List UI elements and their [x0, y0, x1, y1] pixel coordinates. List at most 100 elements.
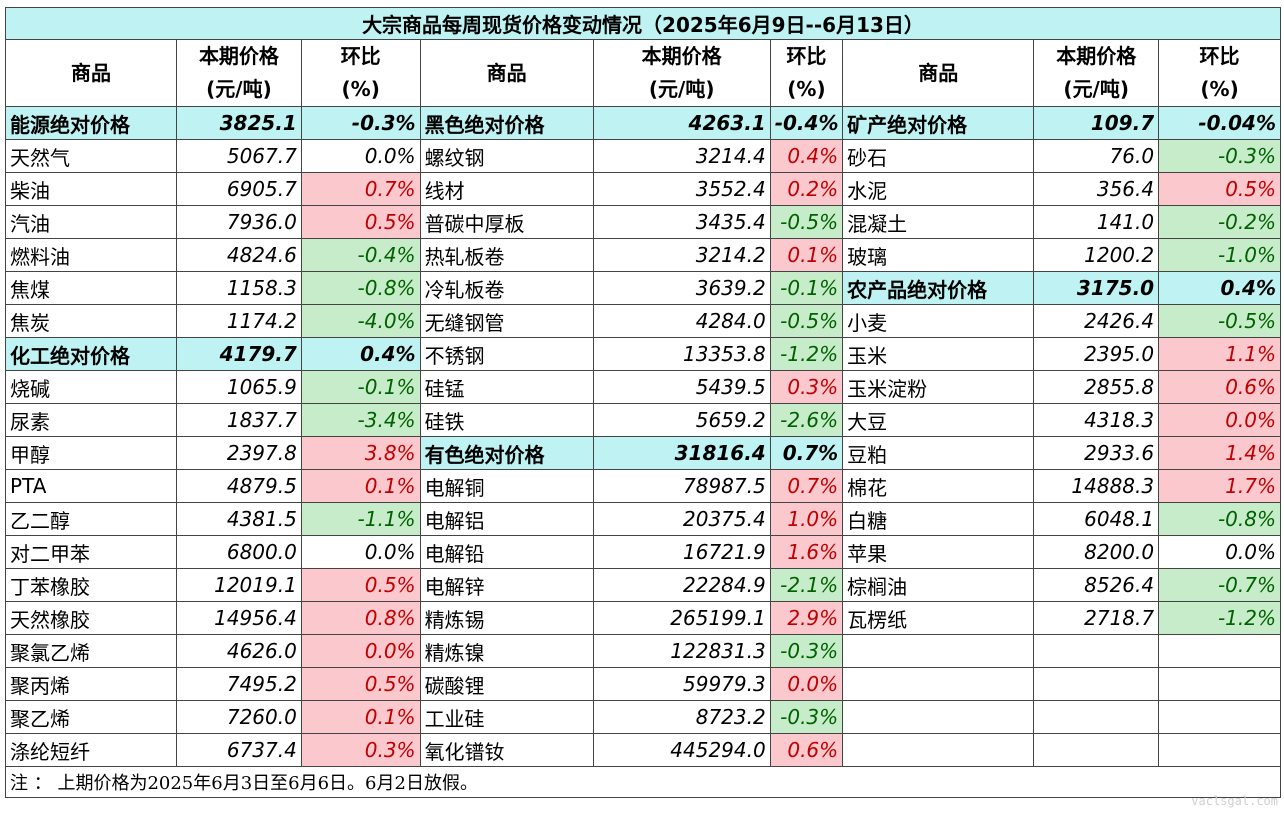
header-price-unit: (元/吨) — [648, 77, 715, 101]
group-name-cell: 矿产绝对价格 — [842, 106, 1035, 140]
product-name-cell: 大豆 — [842, 403, 1035, 437]
product-name-cell: 甲醇 — [4, 436, 178, 470]
product-name-cell: 瓦楞纸 — [842, 601, 1035, 635]
change-cell: -2.6% — [769, 403, 844, 437]
product-name-cell — [842, 667, 1035, 701]
header-price-unit: (元/吨) — [1063, 77, 1130, 101]
header-product-2: 商品 — [419, 39, 594, 107]
price-cell: 445294.0 — [592, 733, 771, 767]
product-name-cell: 丁苯橡胶 — [4, 568, 178, 602]
product-name-cell: 混凝土 — [842, 205, 1035, 239]
price-cell: 4824.6 — [176, 238, 302, 272]
price-cell: 2718.7 — [1033, 601, 1160, 635]
change-cell — [1158, 733, 1281, 767]
table-row: 聚丙烯 7495.2 0.5% 碳酸锂 59979.3 0.0% — [4, 667, 1281, 701]
table-row: 丁苯橡胶 12019.1 0.5% 电解锌 22284.9 -2.1% 棕榈油 8526.4-… — [4, 568, 1281, 602]
product-name-cell: 玉米 — [842, 337, 1035, 371]
product-name-cell: 燃料油 — [4, 238, 178, 272]
price-cell: 7936.0 — [176, 205, 302, 239]
price-cell: 13353.8 — [592, 337, 771, 371]
product-name-cell: 硅铁 — [419, 403, 594, 437]
change-cell: -0.4% — [300, 238, 421, 272]
change-cell: -0.1% — [769, 271, 844, 305]
product-name-cell: 电解锌 — [419, 568, 594, 602]
product-name-cell: 聚丙烯 — [4, 667, 178, 701]
change-cell: -0.5% — [769, 304, 844, 338]
product-name-cell: 豆粕 — [842, 436, 1035, 470]
table-row: 对二甲苯 6800.0 0.0% 电解铅 16721.9 1.6% 苹果 8200.0 0.0% — [4, 535, 1281, 569]
price-cell — [1033, 634, 1160, 668]
change-cell: -0.5% — [769, 205, 844, 239]
price-cell: 16721.9 — [592, 535, 771, 569]
group-change-cell: -0.04% — [1158, 106, 1281, 140]
product-name-cell: 精炼镍 — [419, 634, 594, 668]
header-change-3: 环比 (%) — [1158, 39, 1281, 107]
change-cell: 0.5% — [1158, 172, 1281, 206]
product-name-cell: 聚乙烯 — [4, 700, 178, 734]
price-cell: 2933.6 — [1033, 436, 1160, 470]
product-name-cell: 棕榈油 — [842, 568, 1035, 602]
change-cell: -0.5% — [1158, 304, 1281, 338]
group-price-cell: 4179.7 — [176, 337, 302, 371]
group-name-cell: 黑色绝对价格 — [419, 106, 594, 140]
change-cell: 0.8% — [300, 601, 421, 635]
product-name-cell: 电解铜 — [419, 469, 594, 503]
price-cell — [1033, 700, 1160, 734]
price-cell: 4284.0 — [592, 304, 771, 338]
product-name-cell: 棉花 — [842, 469, 1035, 503]
price-cell: 6048.1 — [1033, 502, 1160, 536]
product-name-cell: 螺纹钢 — [419, 139, 594, 173]
price-cell: 2426.4 — [1033, 304, 1160, 338]
group-name-cell: 化工绝对价格 — [4, 337, 178, 371]
price-cell: 1158.3 — [176, 271, 302, 305]
product-name-cell: 氧化镨钕 — [419, 733, 594, 767]
change-cell: 0.7% — [300, 172, 421, 206]
change-cell: 0.6% — [769, 733, 844, 767]
header-price-label: 本期价格 — [198, 44, 279, 68]
header-price-label: 本期价格 — [641, 44, 722, 68]
header-price-1: 本期价格 (元/吨) — [176, 39, 302, 107]
table-row: 天然气 5067.7 0.0% 螺纹钢 3214.4 0.4% 砂石 76.0 -0.3% — [4, 139, 1281, 173]
table-row: 尿素 1837.7 -3.4% 硅铁 5659.2 -2.6% 大豆 4318.3 0.0% — [4, 403, 1281, 437]
group-change-cell: -0.4% — [769, 106, 844, 140]
change-cell — [1158, 634, 1281, 668]
price-cell: 5659.2 — [592, 403, 771, 437]
product-name-cell: 涤纶短纤 — [4, 733, 178, 767]
header-change-unit: (%) — [1200, 77, 1239, 101]
product-name-cell: 热轧板卷 — [419, 238, 594, 272]
price-cell: 59979.3 — [592, 667, 771, 701]
header-price-3: 本期价格 (元/吨) — [1033, 39, 1160, 107]
change-cell: 0.0% — [769, 667, 844, 701]
table-row: 汽油 7936.0 0.5% 普碳中厚板 3435.4 -0.5% 混凝土 141.0 -0.2… — [4, 205, 1281, 239]
price-cell: 1200.2 — [1033, 238, 1160, 272]
change-cell: 0.3% — [769, 370, 844, 404]
price-cell: 4879.5 — [176, 469, 302, 503]
product-name-cell: 冷轧板卷 — [419, 271, 594, 305]
product-name-cell: PTA — [4, 469, 178, 503]
header-product-3: 商品 — [842, 39, 1035, 107]
price-cell: 4381.5 — [176, 502, 302, 536]
product-name-cell: 乙二醇 — [4, 502, 178, 536]
change-cell: 0.0% — [1158, 535, 1281, 569]
change-cell: 0.7% — [769, 469, 844, 503]
product-name-cell: 不锈钢 — [419, 337, 594, 371]
product-name-cell: 尿素 — [4, 403, 178, 437]
header-price-unit: (元/吨) — [206, 77, 272, 101]
table-row: 焦炭 1174.2 -4.0% 无缝钢管 4284.0 -0.5% 小麦 2426.4 -0.5… — [4, 304, 1281, 338]
change-cell: -0.8% — [300, 271, 421, 305]
product-name-cell: 对二甲苯 — [4, 535, 178, 569]
change-cell: 0.5% — [300, 205, 421, 239]
table-row: 聚乙烯 7260.0 0.1% 工业硅 8723.2 -0.3% — [4, 700, 1281, 734]
change-cell: -1.0% — [1158, 238, 1281, 272]
price-cell: 2395.0 — [1033, 337, 1160, 371]
group-change-cell: -0.3% — [300, 106, 421, 140]
price-cell: 3552.4 — [592, 172, 771, 206]
table-row: 焦煤 1158.3 -0.8% 冷轧板卷 3639.2 -0.1% 农产品绝对价格 3175.… — [4, 271, 1281, 305]
table-row: 烧碱 1065.9 -0.1% 硅锰 5439.5 0.3% 玉米淀粉 2855.8 0.6% — [4, 370, 1281, 404]
change-cell: 0.6% — [1158, 370, 1281, 404]
price-cell: 12019.1 — [176, 568, 302, 602]
change-cell: 0.4% — [769, 139, 844, 173]
change-cell: 1.0% — [769, 502, 844, 536]
product-name-cell: 烧碱 — [4, 370, 178, 404]
group-price-cell: 3175.0 — [1033, 271, 1160, 305]
